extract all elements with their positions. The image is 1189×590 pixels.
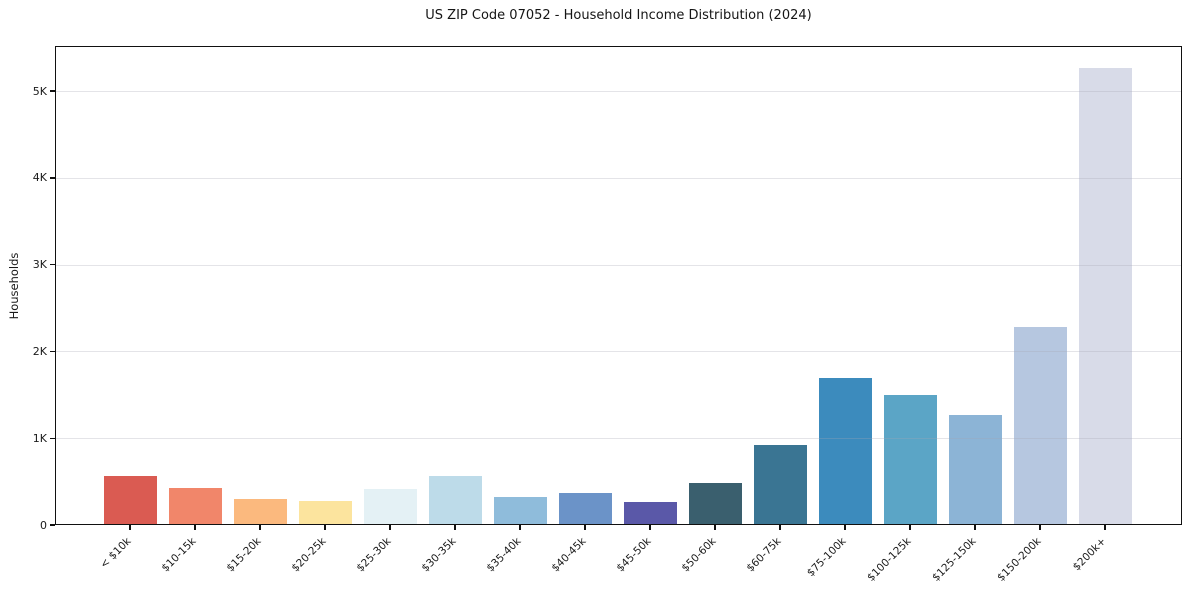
x-tick-label-125-150k: $125-150k (929, 535, 979, 584)
bar-under-10k (103, 475, 157, 525)
x-tick-mark-35-40k (519, 525, 521, 530)
bar-25-30k (363, 488, 417, 525)
x-tick-mark-60-75k (779, 525, 781, 530)
x-tick-label-40-45k: $40-45k (549, 535, 589, 575)
x-tick-mark-15-20k (259, 525, 261, 530)
x-tick-label-under-10k: < $10k (97, 535, 134, 571)
bar-200kplus (1078, 67, 1132, 525)
gridline-5k (55, 91, 1182, 93)
bar-20-25k (298, 501, 352, 525)
gridline-2k (55, 351, 1182, 353)
x-tick-mark-150-200k (1039, 525, 1041, 530)
x-tick-label-15-20k: $15-20k (224, 535, 264, 575)
x-tick-mark-30-35k (454, 525, 456, 530)
x-tick-label-30-35k: $30-35k (419, 535, 459, 575)
y-tick-label-1k: 1K (32, 431, 47, 445)
bar-40-45k (558, 492, 612, 525)
y-tick-label-3k: 3K (32, 258, 47, 272)
y-tick-mark-2k (50, 350, 55, 353)
plot-area (55, 46, 1182, 525)
x-tick-mark-100-125k (909, 525, 911, 530)
bar-125-150k (948, 415, 1002, 525)
y-tick-mark-3k (50, 263, 55, 266)
x-tick-label-25-30k: $25-30k (354, 535, 394, 575)
x-tick-mark-75-100k (844, 525, 846, 530)
x-tick-label-50-60k: $50-60k (679, 535, 719, 575)
y-tick-mark-4k (50, 177, 55, 179)
bar-75-100k (818, 377, 872, 525)
x-tick-mark-50-60k (714, 525, 716, 530)
x-tick-label-20-25k: $20-25k (289, 535, 329, 575)
bar-60-75k (753, 444, 807, 525)
gridline-1k (55, 438, 1182, 440)
x-tick-mark-25-30k (389, 525, 391, 530)
x-tick-mark-45-50k (649, 525, 651, 530)
y-tick-label-5k: 5K (32, 84, 47, 98)
x-tick-mark-under-10k (129, 525, 131, 530)
x-tick-mark-10-15k (194, 525, 196, 530)
y-tick-label-2k: 2K (32, 344, 47, 358)
chart-title: US ZIP Code 07052 - Household Income Dis… (425, 8, 812, 23)
bar-100-125k (883, 394, 937, 525)
gridline-3k (55, 264, 1182, 266)
x-tick-mark-125-150k (974, 525, 976, 530)
x-tick-label-200kplus: $200k+ (1070, 535, 1109, 574)
x-tick-label-45-50k: $45-50k (614, 535, 654, 575)
gridline-4k (55, 177, 1182, 179)
bar-50-60k (688, 482, 742, 525)
bar-30-35k (428, 475, 482, 525)
x-tick-label-60-75k: $60-75k (744, 535, 784, 575)
x-tick-label-10-15k: $10-15k (159, 535, 199, 575)
bar-15-20k (233, 499, 287, 525)
bar-35-40k (493, 497, 547, 525)
x-tick-label-150-200k: $150-200k (994, 535, 1044, 584)
y-tick-mark-5k (50, 90, 55, 92)
y-tick-label-4k: 4K (32, 171, 47, 185)
x-tick-label-75-100k: $75-100k (804, 535, 849, 580)
x-tick-mark-200kplus (1104, 525, 1106, 530)
bar-45-50k (623, 502, 677, 525)
x-tick-label-35-40k: $35-40k (484, 535, 524, 575)
bar-10-15k (168, 488, 222, 525)
y-tick-label-0: 0 (40, 518, 47, 532)
y-tick-mark-0 (50, 524, 55, 526)
x-tick-mark-40-45k (584, 525, 586, 530)
y-tick-mark-1k (50, 437, 55, 439)
bar-150-200k (1013, 326, 1067, 525)
x-tick-mark-20-25k (324, 525, 326, 530)
x-tick-label-100-125k: $100-125k (864, 535, 914, 584)
